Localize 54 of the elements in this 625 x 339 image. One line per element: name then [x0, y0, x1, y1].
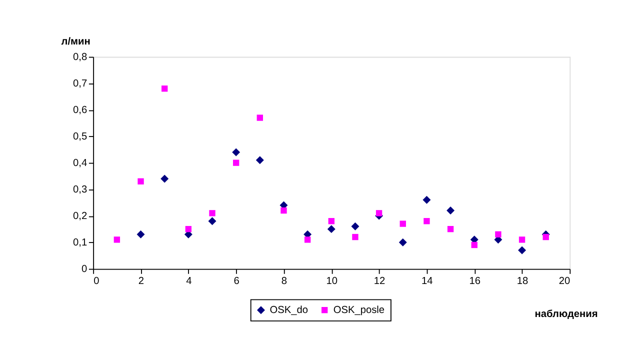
point: [304, 236, 311, 243]
point: [495, 231, 502, 238]
point: [327, 225, 336, 234]
point: [185, 226, 192, 232]
point: [447, 226, 454, 232]
point: [424, 218, 430, 224]
y-tick-label: 0,4: [73, 158, 88, 170]
x-tick-label: 12: [374, 276, 386, 288]
x-tick-label: 14: [422, 276, 434, 288]
y-tick-label: 0,5: [73, 132, 88, 143]
point: [400, 220, 406, 227]
legend-label: OSK_do: [270, 304, 308, 316]
point: [518, 236, 526, 243]
x-tick-label: 18: [516, 276, 528, 288]
point: [376, 210, 382, 216]
x-tick-label: 8: [281, 276, 288, 288]
point: [208, 217, 216, 226]
x-tick-label: 6: [234, 276, 240, 288]
point: [398, 238, 407, 246]
point: [328, 218, 334, 224]
point: [136, 230, 145, 238]
point: [352, 234, 358, 240]
x-tick-label: 16: [469, 276, 481, 288]
point: [471, 242, 478, 248]
point: [232, 148, 240, 156]
x-tick-label: 0: [94, 276, 100, 288]
x-tick-label: 2: [138, 276, 144, 288]
point: [138, 178, 144, 184]
point: [232, 160, 240, 166]
x-tick-label: 20: [558, 276, 571, 288]
point: [542, 234, 549, 240]
x-axis-title: наблюдения: [534, 309, 598, 320]
legend-label: OSK_posle: [333, 304, 385, 316]
y-tick-label: 0: [81, 264, 88, 276]
point: [114, 236, 120, 243]
point: [518, 246, 526, 254]
point: [446, 206, 455, 215]
y-axis-title: л/мин: [61, 36, 90, 48]
point: [280, 207, 287, 214]
x-tick-label: 4: [186, 276, 192, 288]
y-tick-label: 0,1: [73, 238, 88, 249]
y-tick-label: 0,3: [73, 184, 88, 196]
y-tick-label: 0,2: [73, 211, 88, 222]
x-tick-label: 10: [326, 276, 338, 288]
y-tick-label: 0,6: [73, 105, 88, 116]
point: [209, 210, 216, 216]
y-tick-label: 0,7: [73, 78, 88, 90]
point: [162, 86, 168, 92]
point: [351, 222, 360, 230]
point: [422, 196, 431, 204]
y-tick-label: 0,8: [73, 52, 88, 64]
point: [160, 174, 169, 183]
point: [256, 114, 263, 121]
point: [256, 156, 264, 164]
